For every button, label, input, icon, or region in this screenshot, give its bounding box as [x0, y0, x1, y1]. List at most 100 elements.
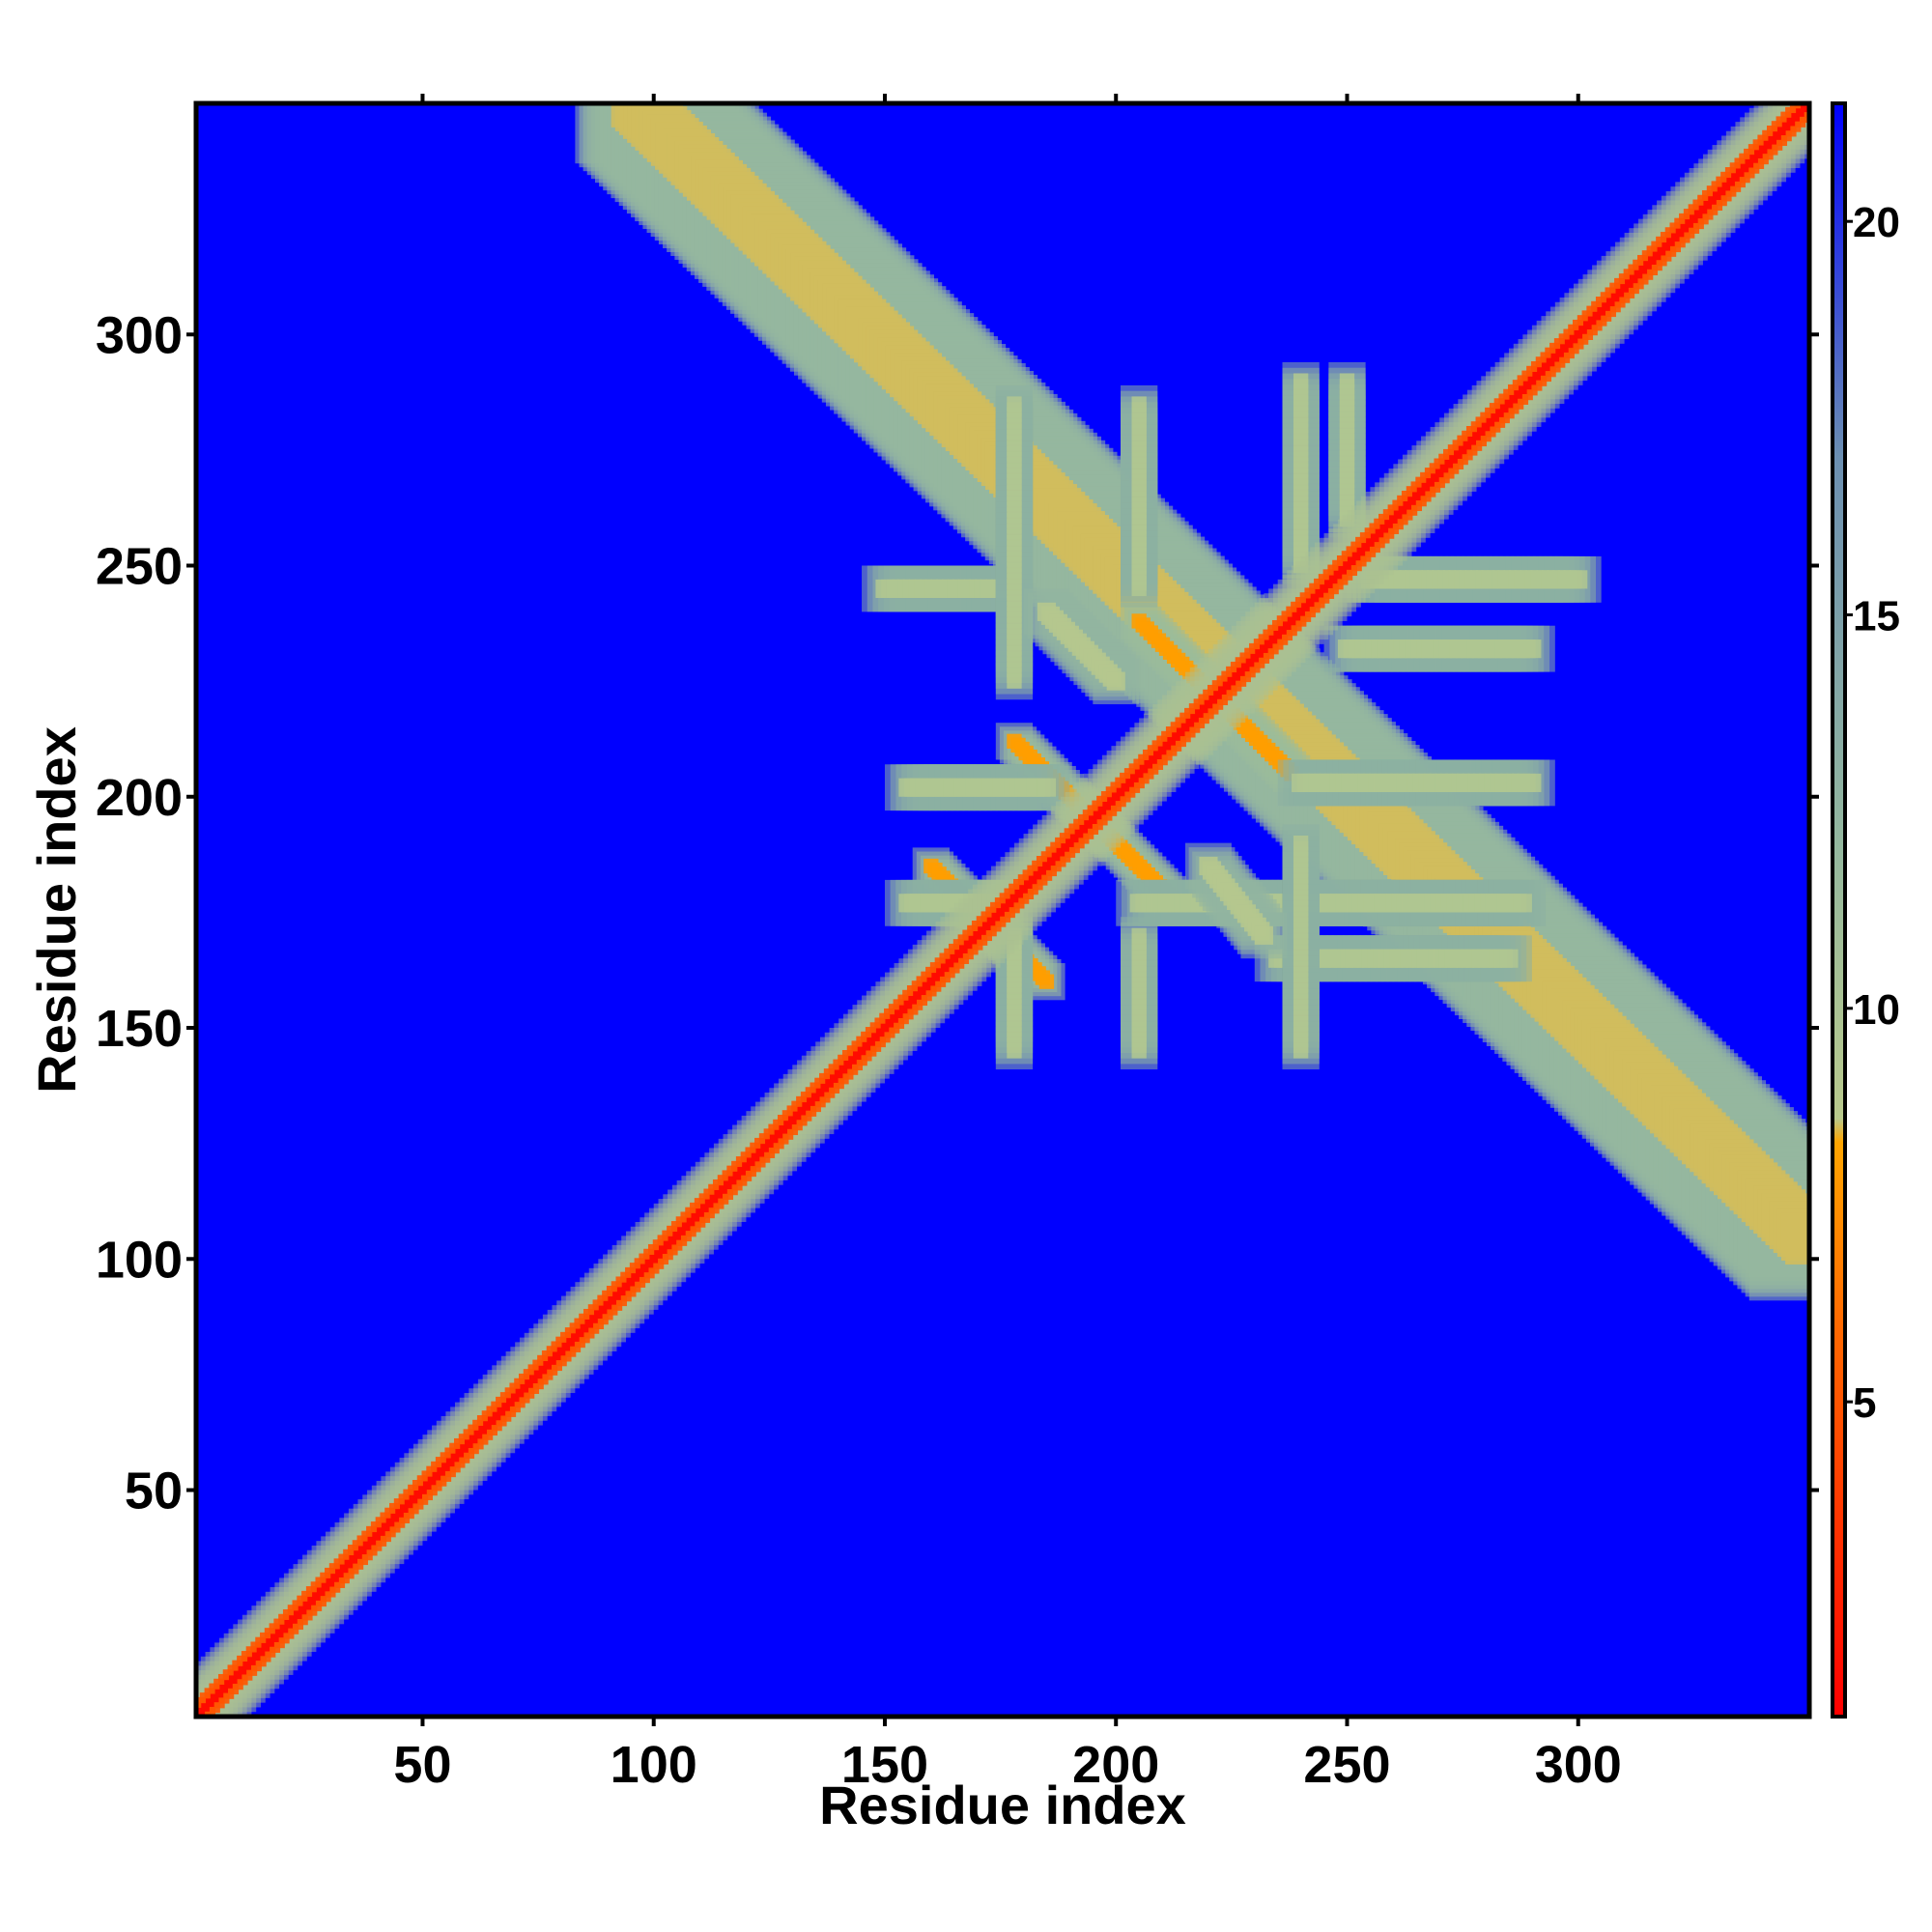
- heatmap-cell: [1569, 334, 1578, 344]
- heatmap-cell: [1162, 741, 1172, 751]
- heatmap-cell: [885, 1018, 895, 1028]
- heatmap-cell: [1240, 663, 1250, 672]
- heatmap-cell: [284, 1619, 294, 1629]
- heatmap-cell: [1014, 889, 1024, 898]
- heatmap-cell: [1541, 362, 1550, 372]
- heatmap-cell: [1028, 875, 1037, 885]
- heatmap-cell: [1236, 668, 1245, 676]
- heatmap-cell: [1796, 108, 1804, 117]
- heatmap-cell: [1005, 898, 1014, 908]
- heatmap-cell: [1514, 390, 1522, 399]
- heatmap-cell: [1444, 459, 1454, 469]
- contact-band-arm-vertical-5: [1282, 824, 1320, 1070]
- heatmap-cell: [649, 1254, 659, 1264]
- heatmap-cell: [1379, 524, 1389, 533]
- heatmap-cell: [838, 1065, 848, 1074]
- heatmap-cell: [1587, 316, 1597, 326]
- colorbar-fill: [1833, 103, 1845, 1717]
- heatmap-cell: [1522, 639, 1542, 659]
- heatmap-cell: [1578, 326, 1587, 334]
- y-tick-label: 100: [96, 1231, 183, 1289]
- heatmap-cell: [344, 1559, 354, 1569]
- x-tick-label: 250: [1303, 1736, 1390, 1794]
- heatmap-cell: [774, 1129, 783, 1139]
- heatmap-cell: [672, 1232, 681, 1240]
- heatmap-cell: [1638, 265, 1648, 274]
- heatmap-cell: [1670, 233, 1680, 242]
- heatmap-cell: [256, 1647, 266, 1657]
- heatmap-cell: [556, 1347, 566, 1356]
- heatmap-cell: [1481, 422, 1491, 432]
- heatmap-cell: [1439, 464, 1449, 473]
- heatmap-cell: [377, 1527, 385, 1536]
- heatmap-cell: [1356, 547, 1366, 556]
- heatmap-cell: [1476, 427, 1486, 437]
- heatmap-cell: [418, 1486, 427, 1494]
- heatmap-cell: [1065, 838, 1074, 847]
- contact-band-arm-vertical-4: [1328, 361, 1366, 538]
- heatmap-cell: [1800, 103, 1809, 113]
- heatmap-cell: [238, 1665, 247, 1675]
- heatmap-cell: [261, 1642, 270, 1652]
- heatmap-cell: [1555, 349, 1564, 357]
- heatmap-cell: [1776, 127, 1786, 136]
- heatmap-cell: [1111, 792, 1121, 802]
- heatmap-cell: [825, 1079, 834, 1088]
- heatmap-cell: [1131, 1043, 1147, 1059]
- y-tick-label: 300: [96, 306, 183, 364]
- heatmap-cell: [1097, 806, 1107, 815]
- heatmap-cell: [1731, 173, 1740, 182]
- y-tick-label: 250: [96, 538, 183, 596]
- contact-band-arm-lower-right-2: [1277, 759, 1555, 807]
- contact-band-arm-vertical-1: [995, 384, 1034, 700]
- heatmap-cell: [981, 922, 991, 931]
- heatmap-cell: [862, 1041, 871, 1051]
- heatmap-cell: [1172, 732, 1180, 741]
- heatmap-cell: [663, 1240, 672, 1250]
- heatmap-cell: [478, 1426, 487, 1435]
- heatmap-cell: [1403, 500, 1412, 510]
- heatmap-cell: [1560, 344, 1569, 353]
- heatmap-cell: [1176, 727, 1185, 737]
- colorbar-tick-label: 10: [1853, 986, 1900, 1034]
- heatmap-cell: [945, 958, 954, 968]
- heatmap-cell: [1467, 437, 1476, 445]
- heatmap-cell: [1361, 543, 1370, 552]
- heatmap-cell: [1007, 1043, 1022, 1059]
- heatmap-cell: [1324, 580, 1333, 588]
- heatmap-cell: [1287, 616, 1296, 626]
- heatmap-cell: [1416, 487, 1426, 497]
- heatmap-cell: [621, 1282, 631, 1292]
- heatmap-cell: [737, 1167, 746, 1176]
- heatmap-cell: [289, 1615, 298, 1624]
- heatmap-cell: [810, 1093, 820, 1102]
- heatmap-cell: [848, 1056, 857, 1065]
- heatmap-cell: [543, 1361, 552, 1370]
- heatmap-cell: [1569, 570, 1588, 589]
- contact-band-arm-lower-right-4: [1347, 555, 1602, 603]
- heatmap-cell: [1315, 588, 1324, 598]
- plot-frame: [193, 100, 1812, 1719]
- heatmap-cell: [1254, 925, 1273, 945]
- heatmap-cell: [1435, 469, 1444, 478]
- heatmap-cell: [533, 1370, 543, 1379]
- heatmap-cell: [354, 1550, 362, 1559]
- heatmap-cell: [1763, 140, 1773, 150]
- heatmap-cell: [668, 1236, 677, 1245]
- x-axis: 50 100 150 200 250 300: [393, 94, 1622, 1794]
- heatmap-cell: [1217, 686, 1227, 696]
- colorbar-tick-label: 15: [1853, 593, 1900, 640]
- heatmap-cell: [427, 1476, 437, 1486]
- heatmap-cell: [608, 1296, 616, 1305]
- heatmap-cell: [603, 1300, 612, 1310]
- heatmap-cell: [1740, 163, 1749, 173]
- heatmap-cell: [968, 935, 978, 945]
- heatmap-cell: [395, 1509, 404, 1518]
- heatmap-cell: [1610, 293, 1620, 302]
- heatmap-cell: [1785, 1216, 1809, 1265]
- heatmap-cell: [538, 1365, 548, 1375]
- heatmap-cell: [922, 981, 931, 991]
- heatmap-cell: [1250, 653, 1260, 663]
- colorbar-frame: [1831, 101, 1847, 1719]
